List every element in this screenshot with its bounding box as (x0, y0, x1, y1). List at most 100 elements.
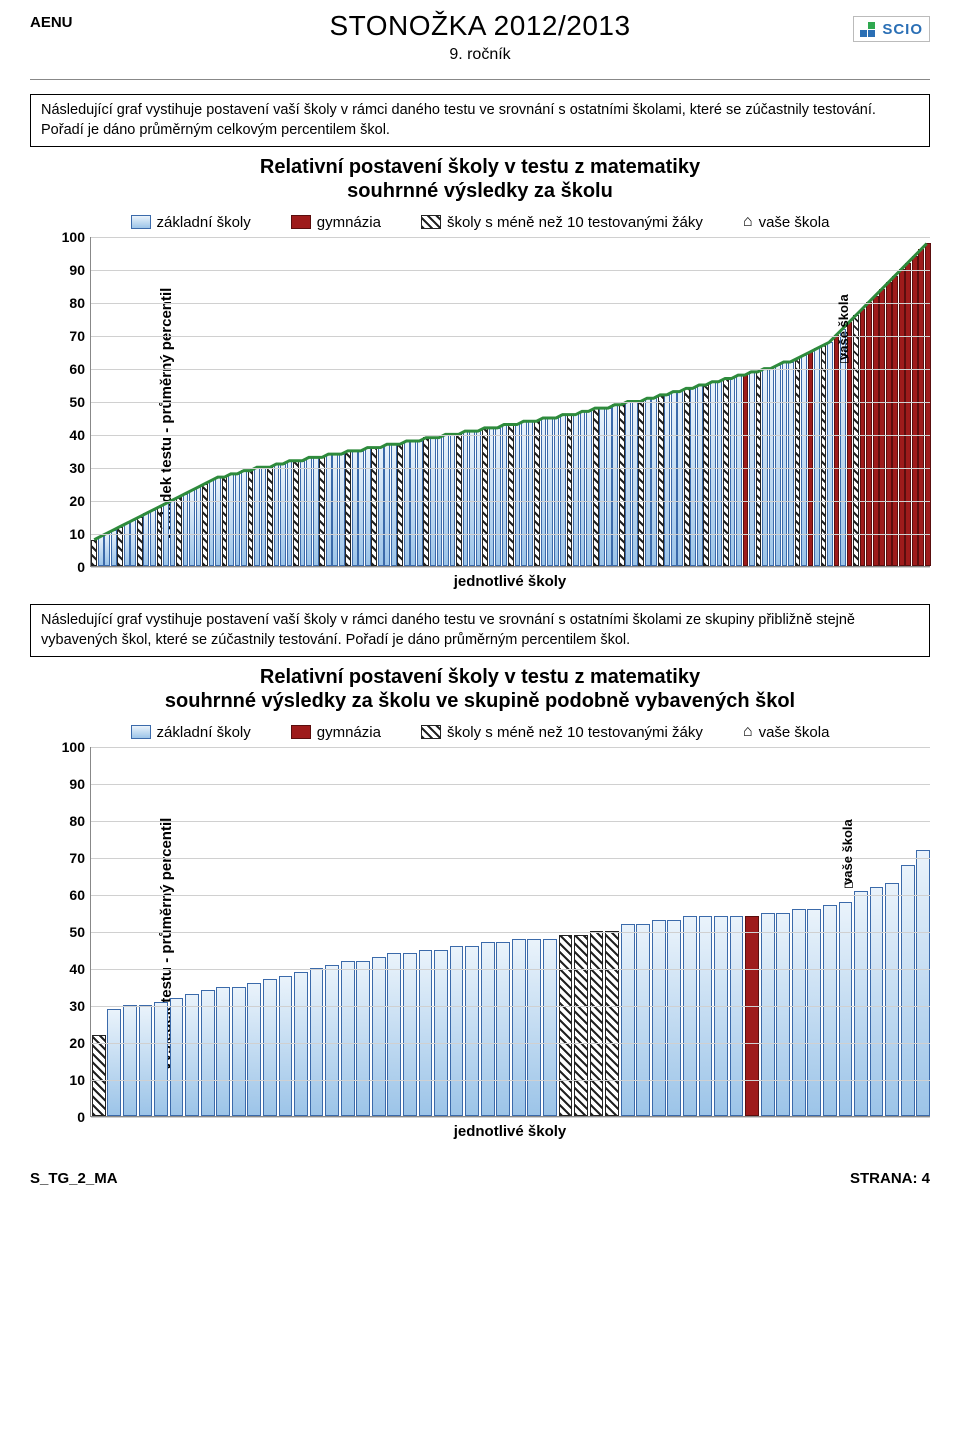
bar-basic (274, 464, 280, 566)
ytick-label: 80 (69, 295, 91, 311)
bar-basic (730, 916, 744, 1116)
bar-basic (183, 494, 189, 567)
bar-basic (235, 474, 241, 566)
bar-basic (901, 865, 915, 1117)
bar-basic (306, 457, 312, 566)
bar-gym (860, 309, 866, 566)
logo-icon (860, 20, 878, 38)
swatch-yours-icon: ⌂ (743, 213, 753, 231)
ytick-label: 30 (69, 460, 91, 476)
bar-basic (502, 424, 508, 566)
chart2-title-l1: Relativní postavení školy v testu z mate… (260, 666, 700, 688)
legend-yours: ⌂vaše škola (743, 213, 830, 231)
page-footer: S_TG_2_MA STRANA: 4 (30, 1170, 930, 1187)
bar-basic (823, 905, 837, 1116)
bar-basic (495, 428, 501, 567)
bar-few (202, 484, 208, 567)
chart2-wrap: výsledek testu - průměrný percentil 0102… (90, 747, 930, 1140)
bar-basic (280, 464, 286, 566)
bar-basic (326, 454, 332, 566)
bar-few (559, 935, 573, 1116)
bar-basic (885, 883, 899, 1116)
bar-yours (782, 362, 788, 567)
ytick-label: 40 (69, 427, 91, 443)
bar-basic (104, 533, 110, 566)
bar-few (853, 315, 859, 566)
bar-basic (417, 441, 423, 566)
bar-gym (866, 302, 872, 566)
bar-basic (313, 457, 319, 566)
scio-logo: SCIO (853, 16, 930, 42)
ytick-label: 70 (69, 328, 91, 344)
bar-few (267, 467, 273, 566)
bar-basic (854, 891, 868, 1117)
chart2-plot: 0102030405060708090100⌂vaše škola (90, 747, 930, 1117)
bar-basic (714, 916, 728, 1116)
legend-basic-label: základní školy (157, 724, 251, 741)
bar-basic (410, 441, 416, 566)
swatch-basic-icon (131, 215, 151, 229)
bar-basic (792, 909, 806, 1116)
bar-few (371, 447, 377, 566)
bar-few (157, 507, 163, 566)
bar-few (92, 1035, 106, 1116)
bar-basic (710, 381, 716, 566)
chart2-legend: základní školy gymnázia školy s méně než… (30, 723, 930, 741)
bar-gym (879, 289, 885, 566)
bar-basic (667, 920, 681, 1116)
bar-few (567, 414, 573, 566)
chart1-title-l2: souhrnné výsledky za školu (347, 180, 613, 202)
bar-basic (228, 474, 234, 566)
footer-left: S_TG_2_MA (30, 1170, 118, 1187)
swatch-few-icon (421, 725, 441, 739)
ytick-label: 0 (77, 559, 91, 575)
bar-basic (372, 957, 386, 1116)
bar-basic (683, 916, 697, 1116)
ytick-label: 70 (69, 850, 91, 866)
header-subtitle: 9. ročník (30, 46, 930, 64)
swatch-gym-icon (291, 215, 311, 229)
bar-basic (365, 447, 371, 566)
bar-basic (730, 378, 736, 566)
legend-basic: základní školy (131, 213, 251, 231)
bar-basic (541, 418, 547, 567)
bar-basic (279, 976, 293, 1117)
bar-basic (123, 1005, 137, 1116)
bar-basic (625, 401, 631, 566)
bar-basic (788, 362, 794, 567)
bar-gym (918, 249, 924, 566)
header-title: STONOŽKA 2012/2013 (30, 10, 930, 42)
bar-basic (515, 424, 521, 566)
bar-basic (201, 990, 215, 1116)
bar-basic (209, 480, 215, 566)
legend-yours-label: vaše škola (759, 724, 830, 741)
bar-basic (677, 391, 683, 566)
swatch-few-icon (421, 215, 441, 229)
bar-few (703, 385, 709, 567)
legend-few-label: školy s méně než 10 testovanými žáky (447, 214, 703, 231)
bar-few (684, 388, 690, 566)
bar-gym (899, 269, 905, 566)
chart1-legend: základní školy gymnázia školy s méně než… (30, 213, 930, 231)
legend-gym: gymnázia (291, 723, 381, 741)
bar-gym (925, 243, 931, 566)
bar-basic (621, 924, 635, 1116)
bar-few (319, 457, 325, 566)
ytick-label: 20 (69, 493, 91, 509)
chart2-title: Relativní postavení školy v testu z mate… (30, 665, 930, 713)
bar-basic (599, 408, 605, 566)
bar-basic (651, 398, 657, 566)
chart2-title-l2: souhrnné výsledky za školu ve skupině po… (165, 690, 795, 712)
bar-few (658, 395, 664, 567)
bar-basic (384, 444, 390, 566)
bar-few (593, 408, 599, 566)
ytick-label: 20 (69, 1035, 91, 1051)
bar-few (590, 931, 604, 1116)
swatch-gym-icon (291, 725, 311, 739)
bar-basic (690, 388, 696, 566)
bar-basic (489, 428, 495, 567)
bar-basic (450, 434, 456, 566)
yours-annotation: vaše škola (840, 819, 855, 885)
bar-few (534, 421, 540, 566)
bar-basic (769, 368, 775, 566)
